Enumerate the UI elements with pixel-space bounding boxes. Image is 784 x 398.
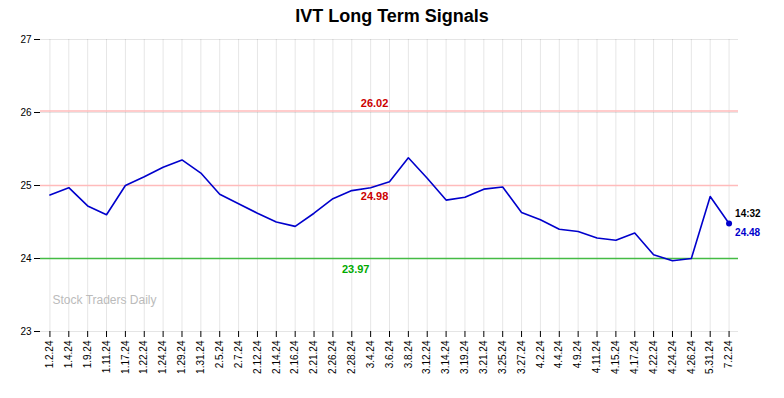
svg-text:24.98: 24.98 (361, 190, 389, 202)
svg-text:4.22.24: 4.22.24 (648, 340, 659, 374)
svg-text:4.9.24: 4.9.24 (572, 340, 583, 368)
svg-text:23: 23 (20, 326, 32, 337)
svg-text:4.15.24: 4.15.24 (610, 340, 621, 374)
svg-text:4.17.24: 4.17.24 (629, 340, 640, 374)
svg-text:4.24.24: 4.24.24 (667, 340, 678, 374)
svg-text:2.28.24: 2.28.24 (346, 340, 357, 374)
svg-text:7.2.24: 7.2.24 (723, 340, 734, 368)
svg-text:3.19.24: 3.19.24 (459, 340, 470, 374)
svg-text:3.6.24: 3.6.24 (384, 340, 395, 368)
svg-text:1.24.24: 1.24.24 (157, 340, 168, 374)
svg-text:2.16.24: 2.16.24 (289, 340, 300, 374)
svg-text:26.02: 26.02 (361, 97, 389, 109)
svg-text:1.31.24: 1.31.24 (195, 340, 206, 374)
svg-text:1.17.24: 1.17.24 (120, 340, 131, 374)
svg-text:1.11.24: 1.11.24 (101, 340, 112, 373)
svg-text:3.8.24: 3.8.24 (403, 340, 414, 368)
svg-text:3.14.24: 3.14.24 (440, 340, 451, 374)
svg-text:26: 26 (20, 107, 32, 118)
svg-text:24.48: 24.48 (735, 227, 760, 238)
svg-text:4.26.24: 4.26.24 (686, 340, 697, 374)
svg-text:3.21.24: 3.21.24 (478, 340, 489, 374)
svg-text:3.4.24: 3.4.24 (365, 340, 376, 368)
svg-text:5.31.24: 5.31.24 (704, 340, 715, 374)
svg-text:Stock Traders Daily: Stock Traders Daily (53, 293, 157, 307)
svg-text:4.2.24: 4.2.24 (535, 340, 546, 368)
svg-text:2.21.24: 2.21.24 (308, 340, 319, 374)
svg-text:24: 24 (20, 253, 32, 264)
svg-text:23.97: 23.97 (342, 263, 370, 275)
svg-text:14:32: 14:32 (735, 208, 761, 219)
svg-text:1.2.24: 1.2.24 (44, 340, 55, 368)
html-text:IVT Long Term Signals: IVT Long Term Signals (295, 6, 489, 26)
svg-text:1.9.24: 1.9.24 (82, 340, 93, 368)
svg-text:2.5.24: 2.5.24 (214, 340, 225, 368)
svg-text:1.22.24: 1.22.24 (138, 340, 149, 374)
svg-text:3.12.24: 3.12.24 (421, 340, 432, 374)
svg-text:27: 27 (20, 34, 32, 45)
svg-text:2.14.24: 2.14.24 (271, 340, 282, 374)
svg-text:25: 25 (20, 180, 32, 191)
svg-text:3.25.24: 3.25.24 (497, 340, 508, 374)
svg-text:4.11.24: 4.11.24 (591, 340, 602, 373)
svg-text:1.29.24: 1.29.24 (176, 340, 187, 374)
svg-text:2.26.24: 2.26.24 (327, 340, 338, 374)
svg-text:1.4.24: 1.4.24 (63, 340, 74, 368)
svg-text:4.4.24: 4.4.24 (553, 340, 564, 368)
svg-text:2.12.24: 2.12.24 (252, 340, 263, 374)
svg-text:3.27.24: 3.27.24 (516, 340, 527, 374)
svg-text:2.7.24: 2.7.24 (233, 340, 244, 368)
